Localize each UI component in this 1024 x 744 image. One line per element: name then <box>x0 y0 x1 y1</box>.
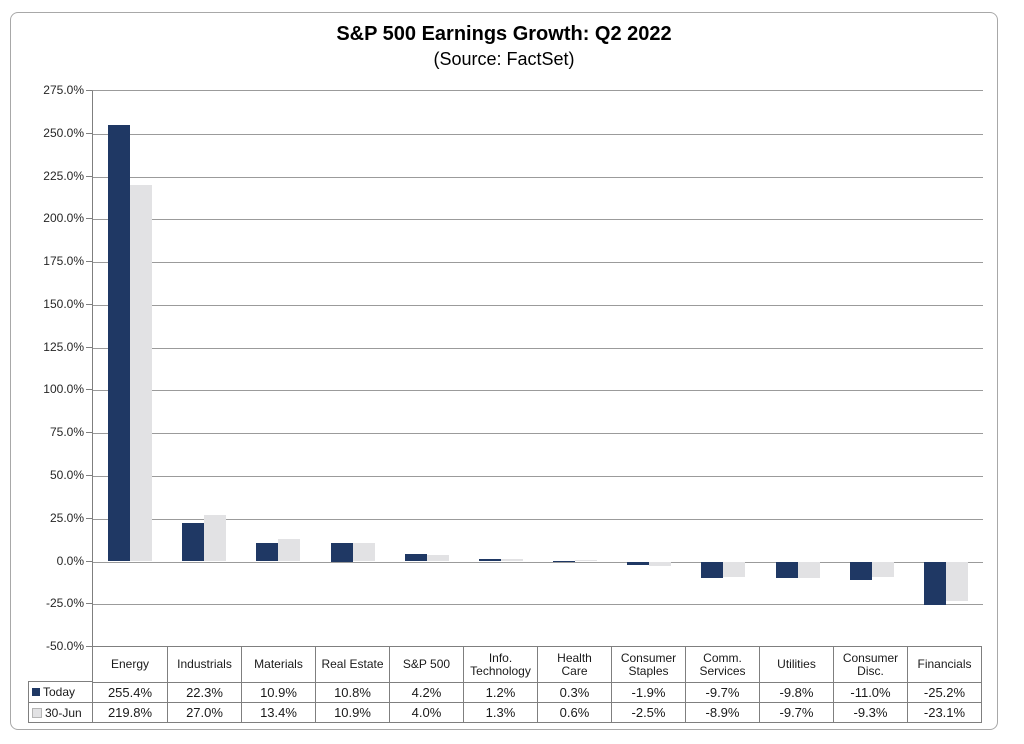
bar-30jun <box>278 538 301 562</box>
table-header-cell: S&P 500 <box>389 647 463 683</box>
table-value-cell: 10.9% <box>241 683 315 703</box>
table-value-cell: 1.3% <box>463 702 537 722</box>
table-header-cell: Industrials <box>167 647 241 683</box>
gridline <box>93 475 983 477</box>
plot-area <box>92 90 983 647</box>
table-value-cell: -2.5% <box>611 702 685 722</box>
legend-label: Today <box>43 685 76 699</box>
bar-today <box>923 561 946 605</box>
table-value-cell: -9.7% <box>759 702 833 722</box>
legend-swatch-today <box>32 688 40 696</box>
table-value-cell: 255.4% <box>93 683 167 703</box>
table-value-cell: 10.8% <box>315 683 389 703</box>
chart-frame <box>10 12 998 730</box>
table-value-cell: 0.6% <box>537 702 611 722</box>
gridline <box>93 219 983 221</box>
table-value-cell: 1.2% <box>463 683 537 703</box>
bar-30jun <box>723 561 746 577</box>
table-header-cell: Comm. Services <box>685 647 759 683</box>
table-value-cell: -11.0% <box>833 683 907 703</box>
bar-today <box>478 559 501 562</box>
table-value-cell: -1.9% <box>611 683 685 703</box>
table-value-cell: -23.1% <box>907 702 981 722</box>
gridline <box>93 133 983 135</box>
gridline <box>93 561 983 563</box>
bar-today <box>627 561 650 565</box>
bar-today <box>849 561 872 581</box>
bar-30jun <box>352 542 375 562</box>
table-value-cell: 13.4% <box>241 702 315 722</box>
table-header-cell: Financials <box>907 647 981 683</box>
chart-title: S&P 500 Earnings Growth: Q2 2022 <box>336 23 672 45</box>
bar-today <box>182 523 205 562</box>
legend-item: 30-Jun <box>29 702 92 722</box>
bar-30jun <box>130 185 153 562</box>
bar-30jun <box>204 515 227 562</box>
bar-today <box>108 124 131 562</box>
bar-today <box>701 561 724 579</box>
data-table: Energy Industrials Materials Real Estate S&P… <box>92 646 982 723</box>
legend-item: Today <box>29 682 92 702</box>
gridline <box>93 390 983 392</box>
gridline <box>93 262 983 264</box>
table-value-cell: 4.2% <box>389 683 463 703</box>
bar-30jun <box>797 561 820 579</box>
bar-30jun <box>871 561 894 578</box>
gridline <box>93 604 983 606</box>
gridline <box>93 347 983 349</box>
legend-label: 30-Jun <box>45 705 82 720</box>
table-value-cell: 219.8% <box>107 704 153 720</box>
table-value-cell: -9.8% <box>759 683 833 703</box>
table-value-cell: 4.0% <box>389 702 463 722</box>
bar-30jun <box>575 560 598 562</box>
table-header-cell: Utilities <box>759 647 833 683</box>
gridline <box>93 433 983 435</box>
gridline <box>93 176 983 178</box>
bar-30jun <box>500 559 523 562</box>
table-header-cell: Energy <box>93 647 167 683</box>
bar-today <box>330 543 353 562</box>
table-header-cell: Real Estate <box>315 647 389 683</box>
table-value-cell: -9.7% <box>685 683 759 703</box>
table-header-cell: Info. Technology <box>463 647 537 683</box>
table-header-cell: Materials <box>241 647 315 683</box>
legend: Today 30-Jun <box>28 681 93 723</box>
chart-subtitle: (Source: FactSet) <box>433 49 575 69</box>
table-value-cell: -8.9% <box>685 702 759 722</box>
gridline <box>93 518 983 520</box>
legend-swatch-30jun <box>32 707 42 718</box>
table-header-cell: Consumer Staples <box>611 647 685 683</box>
table-value-cell: 0.3% <box>537 683 611 703</box>
table-value-cell: 22.3% <box>167 683 241 703</box>
bar-today <box>404 554 427 562</box>
table-value-cell: -9.3% <box>833 702 907 722</box>
gridline <box>93 304 983 306</box>
table-header-cell: Health Care <box>537 647 611 683</box>
bar-30jun <box>945 561 968 601</box>
table-value-cell: 10.9% <box>315 702 389 722</box>
bar-today <box>553 560 576 562</box>
bar-30jun <box>649 561 672 566</box>
table-value-cell: 27.0% <box>167 702 241 722</box>
table-header-cell: Consumer Disc. <box>833 647 907 683</box>
bar-today <box>256 542 279 562</box>
table-value-cell: -25.2% <box>907 683 981 703</box>
bar-30jun <box>426 554 449 562</box>
bar-today <box>775 561 798 579</box>
